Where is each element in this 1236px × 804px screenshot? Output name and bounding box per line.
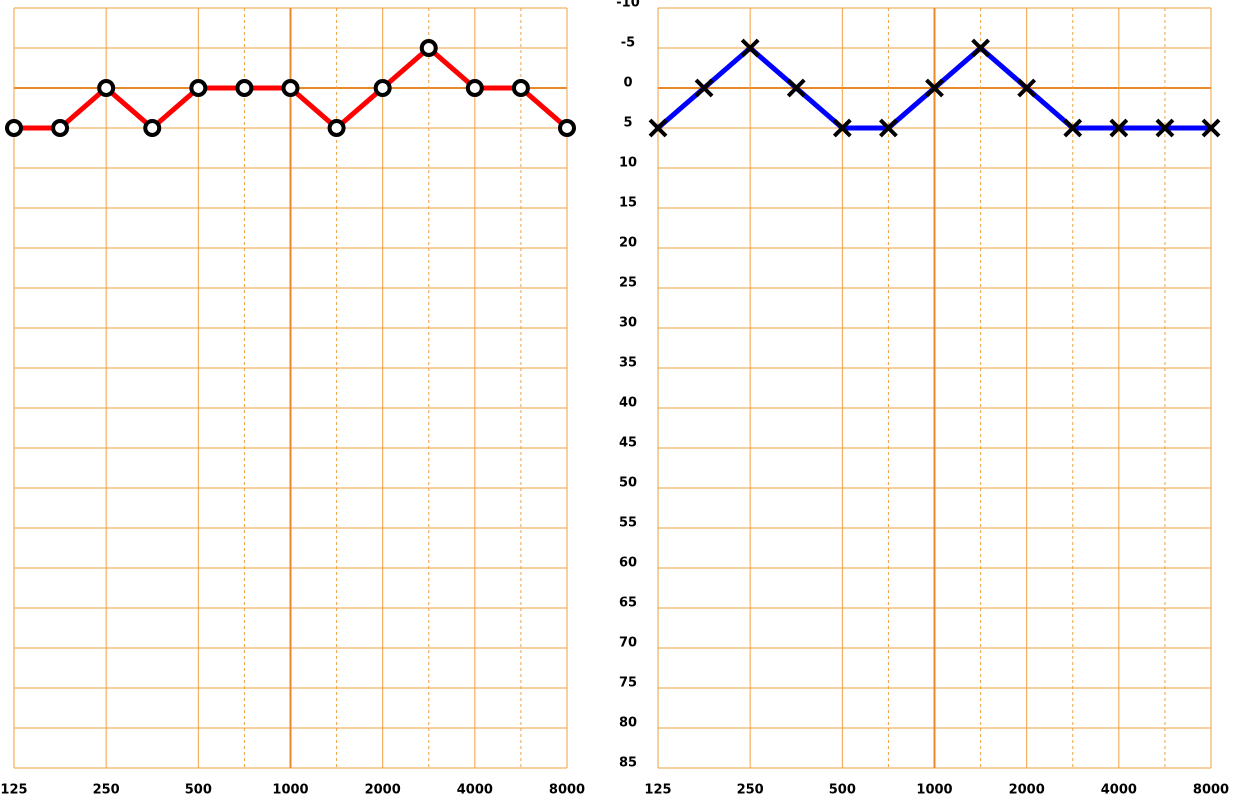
y-tick-label: -10	[616, 0, 640, 11]
y-tick-label: 75	[619, 676, 637, 691]
marker-x	[925, 78, 944, 98]
x-tick-label: 8000	[549, 783, 585, 798]
marker-x	[1201, 118, 1221, 138]
marker-o	[51, 119, 70, 137]
x-tick-label: 4000	[457, 783, 493, 798]
marker-x	[1155, 118, 1175, 138]
y-tick-label: 15	[619, 196, 637, 211]
x-tick-label: 2000	[365, 783, 401, 798]
x-tick-label: 250	[737, 783, 764, 798]
x-tick-label: 125	[644, 783, 671, 798]
x-tick-label: 500	[185, 783, 212, 798]
marker-o	[558, 119, 576, 137]
marker-x	[1109, 118, 1129, 138]
marker-o	[5, 119, 23, 137]
x-tick-label: 8000	[1193, 783, 1229, 798]
x-tick-label: 1000	[272, 783, 308, 798]
y-tick-label: 45	[619, 436, 637, 451]
marker-x	[832, 118, 852, 138]
y-tick-label: 20	[619, 236, 637, 251]
y-tick-label: 55	[619, 516, 637, 531]
marker-x	[694, 78, 714, 98]
marker-o	[143, 119, 162, 137]
y-tick-label: 35	[619, 356, 637, 371]
marker-o	[511, 79, 530, 97]
marker-o	[281, 79, 300, 97]
x-tick-label: 250	[93, 783, 120, 798]
marker-x	[1063, 118, 1083, 138]
marker-o	[465, 79, 484, 97]
y-tick-label: 5	[623, 116, 632, 131]
y-tick-label: 85	[619, 756, 637, 771]
y-tick-label: 65	[619, 596, 637, 611]
x-tick-label: 1000	[916, 783, 952, 798]
x-tick-label: 2000	[1009, 783, 1045, 798]
marker-o	[419, 39, 438, 57]
y-tick-label: 40	[619, 396, 637, 411]
y-tick-label: 0	[623, 76, 632, 91]
y-tick-label: 10	[619, 156, 637, 171]
marker-x	[971, 38, 990, 58]
y-tick-label: 80	[619, 716, 637, 731]
x-tick-label: 125	[0, 783, 27, 798]
y-tick-label: 25	[619, 276, 637, 291]
y-tick-label: -5	[621, 36, 635, 51]
y-tick-label: 60	[619, 556, 637, 571]
x-tick-label: 500	[829, 783, 856, 798]
marker-o	[235, 79, 254, 97]
y-tick-label: 70	[619, 636, 637, 651]
marker-x	[1017, 78, 1037, 98]
marker-x	[879, 118, 898, 138]
marker-x	[648, 118, 668, 138]
marker-x	[740, 38, 760, 58]
marker-o	[327, 119, 346, 137]
x-tick-label: 4000	[1101, 783, 1137, 798]
marker-o	[97, 79, 116, 97]
marker-o	[373, 79, 392, 97]
y-tick-label: 30	[619, 316, 637, 331]
marker-o	[189, 79, 208, 97]
y-tick-label: 50	[619, 476, 637, 491]
marker-x	[786, 78, 806, 98]
